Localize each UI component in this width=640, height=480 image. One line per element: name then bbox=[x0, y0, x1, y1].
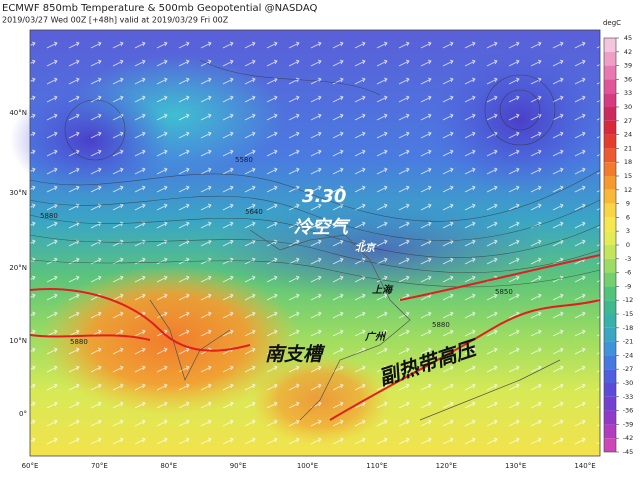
colorbar-swatch bbox=[604, 396, 616, 411]
colorbar-label: 18 bbox=[624, 158, 632, 166]
map-frame bbox=[29, 29, 601, 457]
colorbar-swatch bbox=[604, 217, 616, 232]
colorbar-label: 0 bbox=[626, 241, 630, 249]
colorbar-unit: degC bbox=[603, 19, 621, 27]
colorbar-swatch bbox=[604, 438, 616, 452]
colorbar-swatch bbox=[604, 107, 616, 121]
colorbar-label: -6 bbox=[625, 269, 631, 277]
colorbar-label: -30 bbox=[623, 379, 634, 387]
colorbar-swatch bbox=[604, 272, 616, 287]
lon-label: 60°E bbox=[22, 462, 39, 470]
lat-label: 10°N bbox=[9, 337, 27, 345]
title: ECMWF 850mb Temperature & 500mb Geopoten… bbox=[2, 3, 317, 14]
colorbar-swatch bbox=[604, 93, 616, 107]
lon-label: 100°E bbox=[297, 462, 318, 470]
colorbar-swatch bbox=[604, 341, 616, 356]
contour-label: 5880 bbox=[432, 321, 450, 329]
colorbar-label: -39 bbox=[623, 420, 634, 428]
lat-label: 30°N bbox=[9, 189, 27, 197]
contour-label: 5880 bbox=[40, 212, 58, 220]
city-label: 上海 bbox=[372, 284, 394, 296]
colorbar-label: 6 bbox=[626, 213, 630, 221]
annotation: 冷空气 bbox=[294, 217, 351, 238]
colorbar-swatch bbox=[604, 327, 616, 342]
colorbar-swatch bbox=[604, 286, 616, 301]
colorbar-label: -27 bbox=[623, 365, 634, 373]
colorbar-label: -3 bbox=[625, 255, 631, 263]
lon-label: 70°E bbox=[91, 462, 108, 470]
colorbar-swatch bbox=[604, 38, 616, 52]
colorbar-label: 39 bbox=[624, 62, 632, 70]
colorbar-label: -24 bbox=[623, 351, 634, 359]
colorbar-swatch bbox=[604, 355, 616, 370]
contour-label: 5850 bbox=[495, 288, 513, 296]
dynamic-layer: 40°N 30°N 20°N 10°N 0° 60°E 70°E 80°E 90°E 100°E 1… bbox=[9, 34, 633, 470]
colorbar-label: -33 bbox=[623, 393, 634, 401]
colorbar-swatch bbox=[604, 245, 616, 259]
colorbar-swatch bbox=[604, 134, 616, 149]
annotation: 3.30 bbox=[302, 186, 346, 207]
colorbar-label: 42 bbox=[624, 48, 632, 56]
colorbar-swatch bbox=[604, 203, 616, 218]
colorbar-swatch bbox=[604, 120, 616, 135]
contour-label: 5640 bbox=[245, 208, 263, 216]
lon-label: 110°E bbox=[366, 462, 387, 470]
colorbar-label: 33 bbox=[624, 89, 632, 97]
colorbar-label: -15 bbox=[623, 310, 634, 318]
map-field bbox=[10, 30, 610, 456]
colorbar-label: -42 bbox=[623, 434, 634, 442]
city-label: 北京 bbox=[355, 242, 377, 254]
colorbar-swatch bbox=[604, 231, 616, 245]
colorbar-swatch bbox=[604, 300, 616, 314]
colorbar-label: -45 bbox=[623, 448, 634, 456]
colorbar-swatch bbox=[604, 314, 616, 328]
colorbar-label: 36 bbox=[624, 75, 632, 83]
lat-label: 20°N bbox=[9, 264, 27, 272]
colorbar-swatch bbox=[604, 51, 616, 66]
colorbar-swatch bbox=[604, 79, 616, 94]
colorbar-label: -18 bbox=[623, 324, 634, 332]
colorbar-label: 15 bbox=[624, 172, 632, 180]
lon-label: 140°E bbox=[574, 462, 595, 470]
colorbar-swatch bbox=[604, 424, 616, 439]
colorbar-swatch bbox=[604, 189, 616, 204]
colorbar-label: -9 bbox=[625, 282, 631, 290]
colorbar-swatch bbox=[604, 258, 616, 273]
colorbar-label: -12 bbox=[623, 296, 634, 304]
colorbar-label: 3 bbox=[626, 227, 630, 235]
colorbar-swatch bbox=[604, 65, 616, 80]
colorbar-label: 9 bbox=[626, 200, 630, 208]
city-label: 广州 bbox=[364, 331, 387, 343]
lon-label: 90°E bbox=[230, 462, 247, 470]
colorbar-swatch bbox=[604, 383, 616, 397]
colorbar-swatch bbox=[604, 369, 616, 383]
contour-label: 5880 bbox=[70, 338, 88, 346]
colorbar-swatch bbox=[604, 410, 616, 425]
colorbar-label: 30 bbox=[624, 103, 632, 111]
annotation: 南支槽 bbox=[265, 344, 326, 366]
colorbar-label: -36 bbox=[623, 407, 634, 415]
colorbar-label: 12 bbox=[624, 186, 632, 194]
lon-label: 80°E bbox=[160, 462, 177, 470]
lon-label: 130°E bbox=[505, 462, 526, 470]
colorbar-label: 27 bbox=[624, 117, 632, 125]
colorbar-label: -21 bbox=[623, 338, 634, 346]
lat-label: 40°N bbox=[9, 109, 27, 117]
contour-label: 5580 bbox=[235, 156, 253, 164]
colorbar-swatch bbox=[604, 162, 616, 176]
colorbar-swatch bbox=[604, 176, 616, 190]
colorbar-label: 24 bbox=[624, 131, 632, 139]
lat-label: 0° bbox=[19, 410, 27, 418]
lon-label: 120°E bbox=[436, 462, 457, 470]
colorbar-label: 21 bbox=[624, 144, 632, 152]
subtitle: 2019/03/27 Wed 00Z [+48h] valid at 2019/… bbox=[2, 16, 229, 25]
colorbar-label: 45 bbox=[624, 34, 632, 42]
colorbar-swatch bbox=[604, 148, 616, 163]
